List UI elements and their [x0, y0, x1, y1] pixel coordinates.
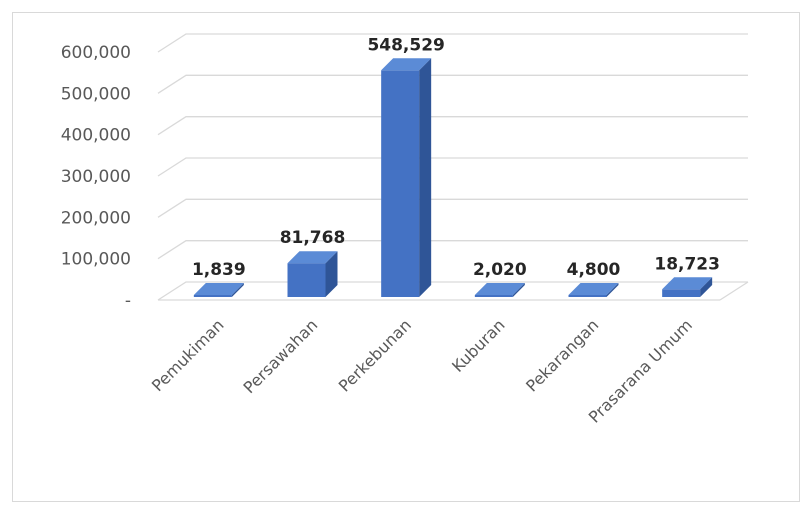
- data-label: 81,768: [280, 228, 346, 248]
- bar-front: [568, 295, 607, 297]
- gridline: [157, 240, 748, 260]
- bar-front: [193, 295, 232, 297]
- category-label: Pemukiman: [148, 315, 228, 395]
- category-label: Prasarana Umum: [585, 315, 696, 426]
- bar-side: [419, 58, 432, 297]
- y-axis-ticks: - 100,000 200,000 300,000 400,000 500,000 600,…: [61, 43, 131, 311]
- bars: [193, 58, 713, 297]
- bar-front: [474, 295, 513, 297]
- bar-side: [512, 283, 525, 297]
- category-label: Kuburan: [448, 315, 509, 376]
- gridline: [157, 157, 748, 177]
- bar-top: [662, 277, 713, 290]
- bar: [381, 58, 432, 297]
- bar-top: [193, 283, 244, 295]
- gridline: [157, 74, 748, 94]
- bar: [568, 283, 619, 297]
- data-labels: 1,839 81,768 548,529 2,020 4,800 18,723: [192, 35, 720, 280]
- bar-top: [287, 251, 338, 264]
- bar-side: [700, 277, 713, 297]
- bar: [474, 283, 525, 297]
- gridline: [157, 198, 748, 218]
- gridline: [157, 281, 748, 301]
- x-axis-labels: Pemukiman Persawahan Perkebunan Kuburan Peka…: [148, 315, 696, 426]
- bar-top: [381, 58, 432, 71]
- bar: [662, 277, 713, 297]
- y-tick-label: 200,000: [61, 208, 131, 228]
- category-label: Perkebunan: [335, 315, 415, 395]
- bar: [287, 251, 338, 297]
- gridline: [157, 33, 748, 53]
- data-label: 2,020: [473, 260, 527, 280]
- gridline: [157, 116, 748, 136]
- data-label: 4,800: [567, 260, 621, 280]
- category-label: Persawahan: [240, 315, 322, 397]
- floor-side-edge: [719, 281, 749, 301]
- data-label: 548,529: [367, 35, 444, 55]
- data-label: 1,839: [192, 260, 246, 280]
- category-label: Pekarangan: [522, 315, 602, 395]
- bar: [193, 283, 244, 297]
- gridlines: [157, 33, 748, 301]
- bar-front: [381, 70, 420, 297]
- bar-side: [325, 251, 338, 297]
- bar-top: [568, 283, 619, 295]
- bar-top: [474, 283, 525, 295]
- y-tick-label: 600,000: [61, 43, 131, 63]
- data-label: 18,723: [654, 254, 720, 274]
- y-tick-label: 300,000: [61, 167, 131, 187]
- bar-side: [606, 283, 619, 297]
- y-tick-label: -: [125, 291, 131, 311]
- bar-front: [662, 289, 701, 297]
- bar-front: [287, 263, 326, 297]
- bar-side: [231, 283, 244, 297]
- y-tick-label: 500,000: [61, 84, 131, 104]
- y-tick-label: 400,000: [61, 126, 131, 146]
- y-tick-label: 100,000: [61, 250, 131, 270]
